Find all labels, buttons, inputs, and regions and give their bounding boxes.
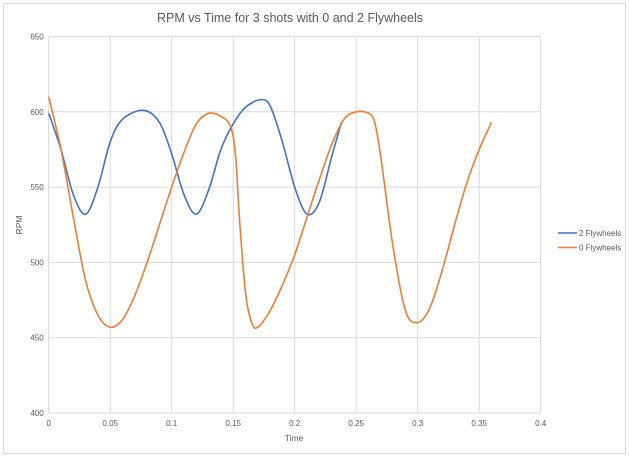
y-tick-label: 550 xyxy=(30,183,44,192)
series-line-0-flywheels xyxy=(47,96,493,329)
y-axis-label: RPM xyxy=(14,216,24,235)
y-tick-label: 500 xyxy=(30,258,44,267)
legend-label-2-flywheels: 2 Flywheels xyxy=(579,229,621,238)
chart-frame xyxy=(3,3,626,454)
tick-labels: 400 450 500 550 600 650 0 0.05 0.1 0.15 0.2 0.25 0.3… xyxy=(30,33,546,429)
chart-title: RPM vs Time for 3 shots with 0 and 2 Fly… xyxy=(157,11,423,25)
y-tick-label: 400 xyxy=(30,409,44,418)
x-tick-label: 0.05 xyxy=(102,419,118,428)
y-tick-label: 450 xyxy=(30,334,44,343)
x-tick-label: 0.4 xyxy=(535,419,547,428)
x-tick-label: 0.1 xyxy=(166,419,178,428)
x-tick-label: 0 xyxy=(46,419,51,428)
series-line-2-flywheels xyxy=(47,98,343,216)
y-tick-label: 600 xyxy=(30,108,44,117)
legend: 2 Flywheels 0 Flywheels xyxy=(558,229,621,253)
x-tick-label: 0.3 xyxy=(412,419,424,428)
x-tick-label: 0.25 xyxy=(348,419,364,428)
x-axis-label: Time xyxy=(285,433,304,443)
x-tick-label: 0.2 xyxy=(289,419,301,428)
x-tick-label: 0.35 xyxy=(471,419,487,428)
series-lines xyxy=(47,96,493,329)
legend-label-0-flywheels: 0 Flywheels xyxy=(579,244,621,253)
y-tick-label: 650 xyxy=(30,33,44,42)
x-tick-label: 0.15 xyxy=(225,419,241,428)
gridlines xyxy=(48,36,542,414)
